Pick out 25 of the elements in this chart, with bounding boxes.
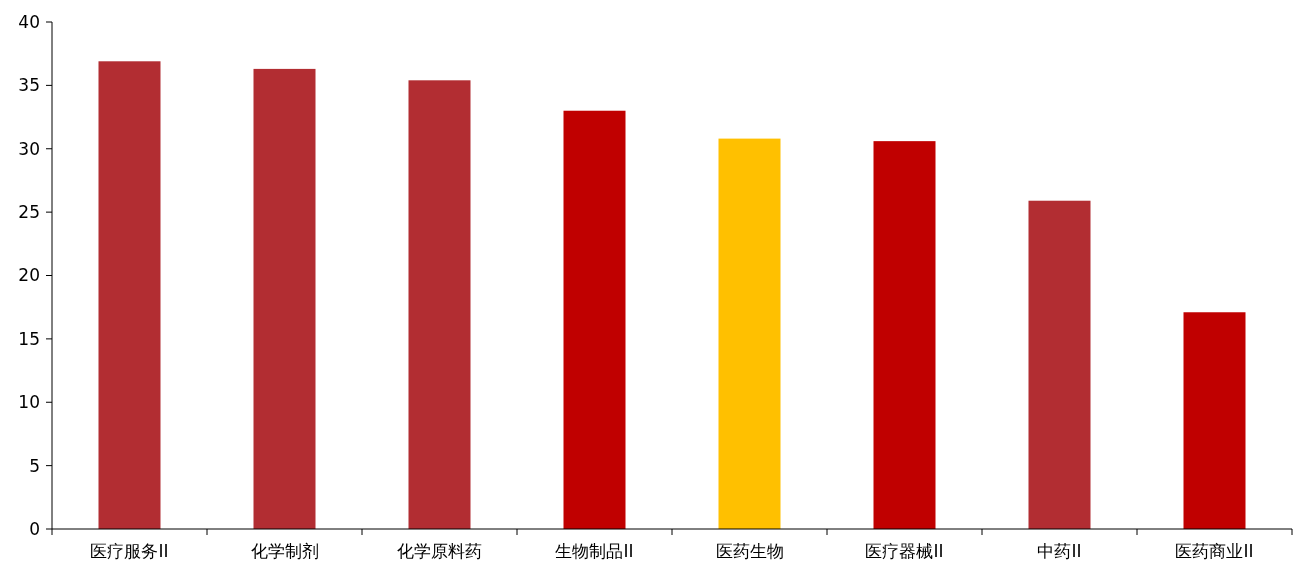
bar [873, 141, 936, 529]
x-tick-label: 医药商业II [1175, 541, 1254, 561]
x-tick-label: 医药生物 [715, 541, 784, 561]
y-tick-label: 25 [18, 202, 40, 223]
bar [1028, 200, 1091, 529]
x-tick-label: 化学制剂 [250, 541, 319, 561]
x-tick-label: 医疗服务II [90, 541, 169, 561]
y-tick-label: 15 [18, 328, 40, 349]
y-tick-label: 0 [29, 518, 40, 539]
y-tick-label: 40 [18, 11, 40, 32]
y-tick-label: 30 [18, 138, 40, 159]
bar [253, 68, 316, 529]
bar [718, 138, 781, 529]
y-tick-label: 10 [18, 392, 40, 413]
bar [1183, 312, 1246, 529]
bar [563, 110, 626, 529]
x-tick-label: 生物制品II [555, 541, 634, 561]
x-tick-label: 医疗器械II [865, 541, 944, 561]
y-tick-label: 35 [18, 75, 40, 96]
y-tick-label: 20 [18, 265, 40, 286]
x-tick-label: 化学原料药 [397, 541, 482, 561]
y-tick-label: 5 [29, 455, 40, 476]
bar [408, 80, 471, 529]
bar [98, 61, 161, 529]
x-tick-label: 中药II [1037, 541, 1082, 561]
